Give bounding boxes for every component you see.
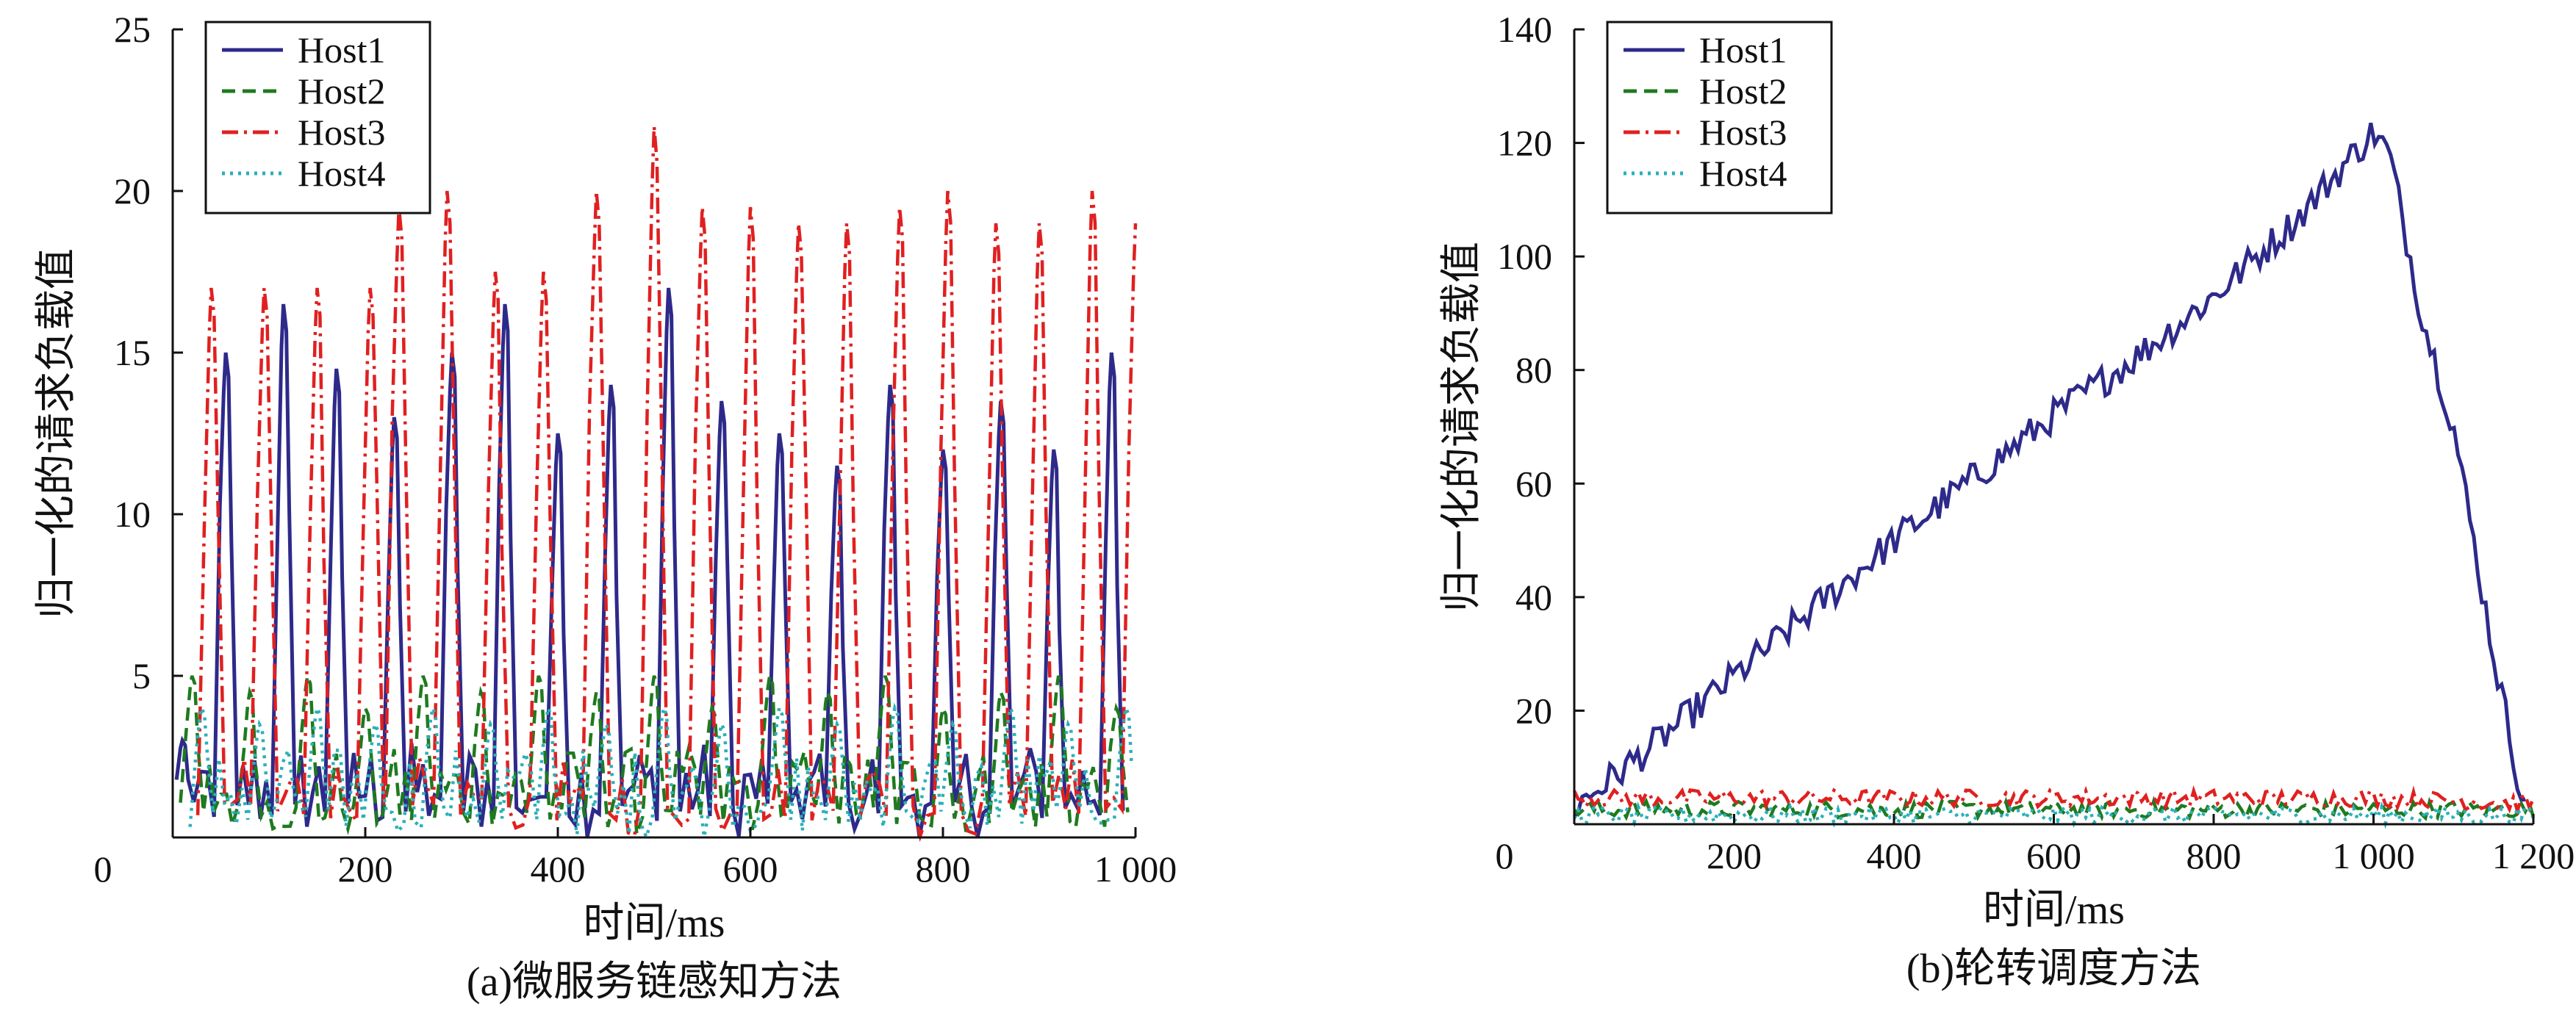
x-tick-label: 600 bbox=[723, 848, 778, 890]
legend-label-host1: Host1 bbox=[1699, 29, 1787, 71]
legend-box bbox=[204, 21, 431, 215]
x-tick-label: 1 200 bbox=[2492, 835, 2575, 876]
chart-a-svg: 5 10 15 20 25 0 200 400 600 800 1 000 时间/ms 归一化的请求负载… bbox=[34, 9, 1177, 1005]
series-group bbox=[1572, 122, 2536, 829]
x-tick-label: 400 bbox=[531, 848, 586, 890]
y-tick-label: 120 bbox=[1497, 123, 1552, 164]
series-line-host2 bbox=[179, 675, 1130, 836]
y-tick-label: 20 bbox=[1515, 690, 1552, 731]
y-tick-label: 40 bbox=[1515, 577, 1552, 618]
y-tick-label: 10 bbox=[114, 494, 151, 535]
x-tick-label: 0 bbox=[94, 848, 112, 890]
x-tick-label: 0 bbox=[1496, 835, 1514, 876]
series-line-host2 bbox=[1573, 796, 2536, 823]
x-axis-label: 时间/ms bbox=[1983, 887, 2125, 933]
legend-label-host3: Host3 bbox=[1699, 112, 1787, 153]
y-tick-label: 60 bbox=[1515, 463, 1552, 504]
y-axis-label: 归一化的请求负载值 bbox=[34, 248, 79, 619]
y-tick-label: 80 bbox=[1515, 350, 1552, 391]
x-tick-label: 200 bbox=[1707, 835, 1762, 876]
legend-label-host3: Host3 bbox=[298, 112, 385, 153]
series-line-host1 bbox=[1573, 122, 2526, 818]
legend-box bbox=[1606, 21, 1833, 215]
y-axis-label: 归一化的请求负载值 bbox=[1439, 242, 1485, 612]
x-tick-label: 800 bbox=[2186, 835, 2242, 876]
x-tick-label: 1 000 bbox=[2332, 835, 2415, 876]
x-tick-label: 1 000 bbox=[1094, 848, 1177, 890]
x-tick-label: 400 bbox=[1867, 835, 1922, 876]
series-line-host3 bbox=[195, 126, 1138, 843]
legend-label-host2: Host2 bbox=[298, 71, 385, 112]
series-group bbox=[174, 126, 1138, 843]
y-tick-label: 20 bbox=[114, 170, 151, 212]
y-tick-label: 140 bbox=[1497, 9, 1552, 50]
x-tick-label: 600 bbox=[2026, 835, 2081, 876]
x-tick-label: 800 bbox=[916, 848, 971, 890]
y-tick-label: 5 bbox=[132, 655, 151, 696]
chart-panel-a: 5 10 15 20 25 0 200 400 600 800 1 000 时间/ms 归一化的请求负载… bbox=[34, 9, 1177, 1005]
series-line-host3 bbox=[1572, 785, 2536, 817]
x-tick-label: 200 bbox=[338, 848, 393, 890]
legend-label-host4: Host4 bbox=[298, 153, 385, 194]
series-line-host1 bbox=[174, 287, 1125, 837]
legend-label-host1: Host1 bbox=[298, 29, 385, 71]
chart-caption: (b)轮转调度方法 bbox=[1906, 946, 2201, 992]
y-tick-label: 100 bbox=[1497, 236, 1552, 277]
legend-label-host4: Host4 bbox=[1699, 153, 1787, 194]
legend-label-host2: Host2 bbox=[1699, 71, 1787, 112]
chart-panel-b: 20 40 60 80 100 120 140 0 200 400 600 800 1 000 1 200… bbox=[1288, 0, 2575, 1013]
y-tick-label: 25 bbox=[114, 9, 151, 50]
chart-b-svg: 20 40 60 80 100 120 140 0 200 400 600 800 1 000 1 200… bbox=[1439, 9, 2575, 992]
x-axis-label: 时间/ms bbox=[584, 901, 725, 946]
chart-caption: (a)微服务链感知方法 bbox=[467, 959, 842, 1005]
y-tick-label: 15 bbox=[114, 332, 151, 373]
